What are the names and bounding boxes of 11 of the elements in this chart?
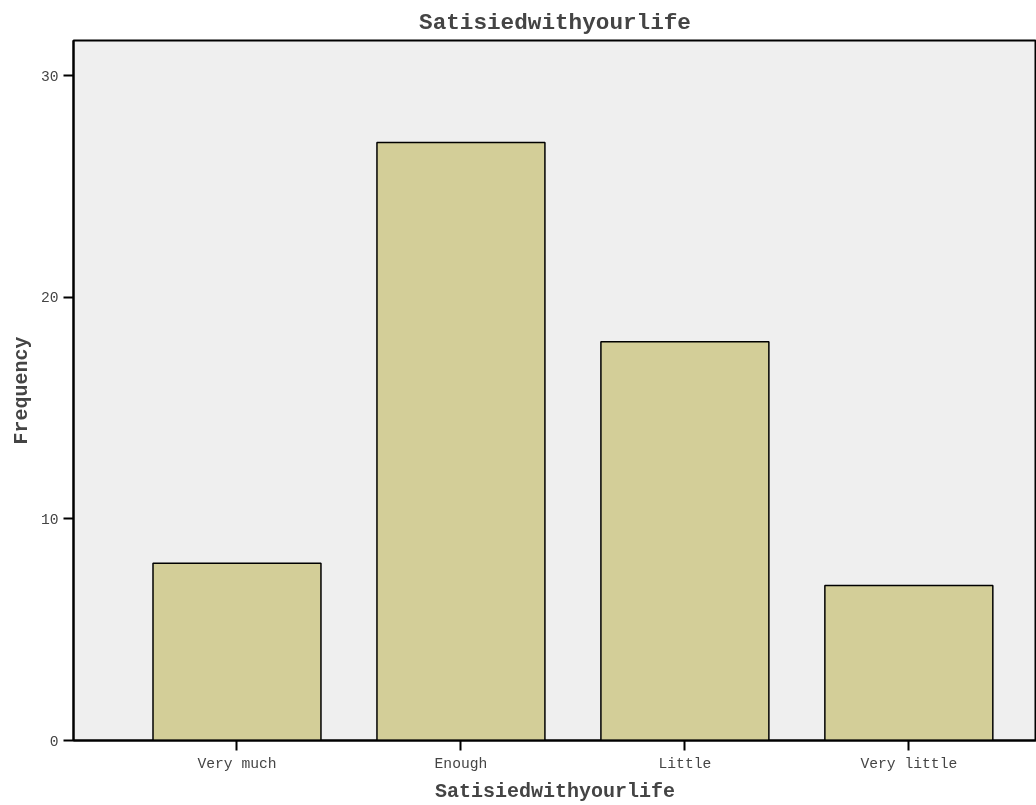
y-tick-label: 0 (49, 733, 59, 750)
y-tick-label: 20 (40, 290, 59, 307)
x-axis-title: Satisiedwithyourlife (434, 779, 676, 803)
x-tick-label: Very little (860, 755, 958, 772)
x-tick-label: Enough (434, 755, 488, 772)
x-tick-label: Very much (197, 755, 277, 772)
y-tick-label: 30 (40, 68, 59, 85)
chart-title: Satisiedwithyourlife (419, 9, 691, 36)
y-tick-label: 10 (40, 511, 59, 528)
y-axis-title: Frequency (9, 336, 33, 445)
x-tick-label: Little (658, 755, 712, 772)
